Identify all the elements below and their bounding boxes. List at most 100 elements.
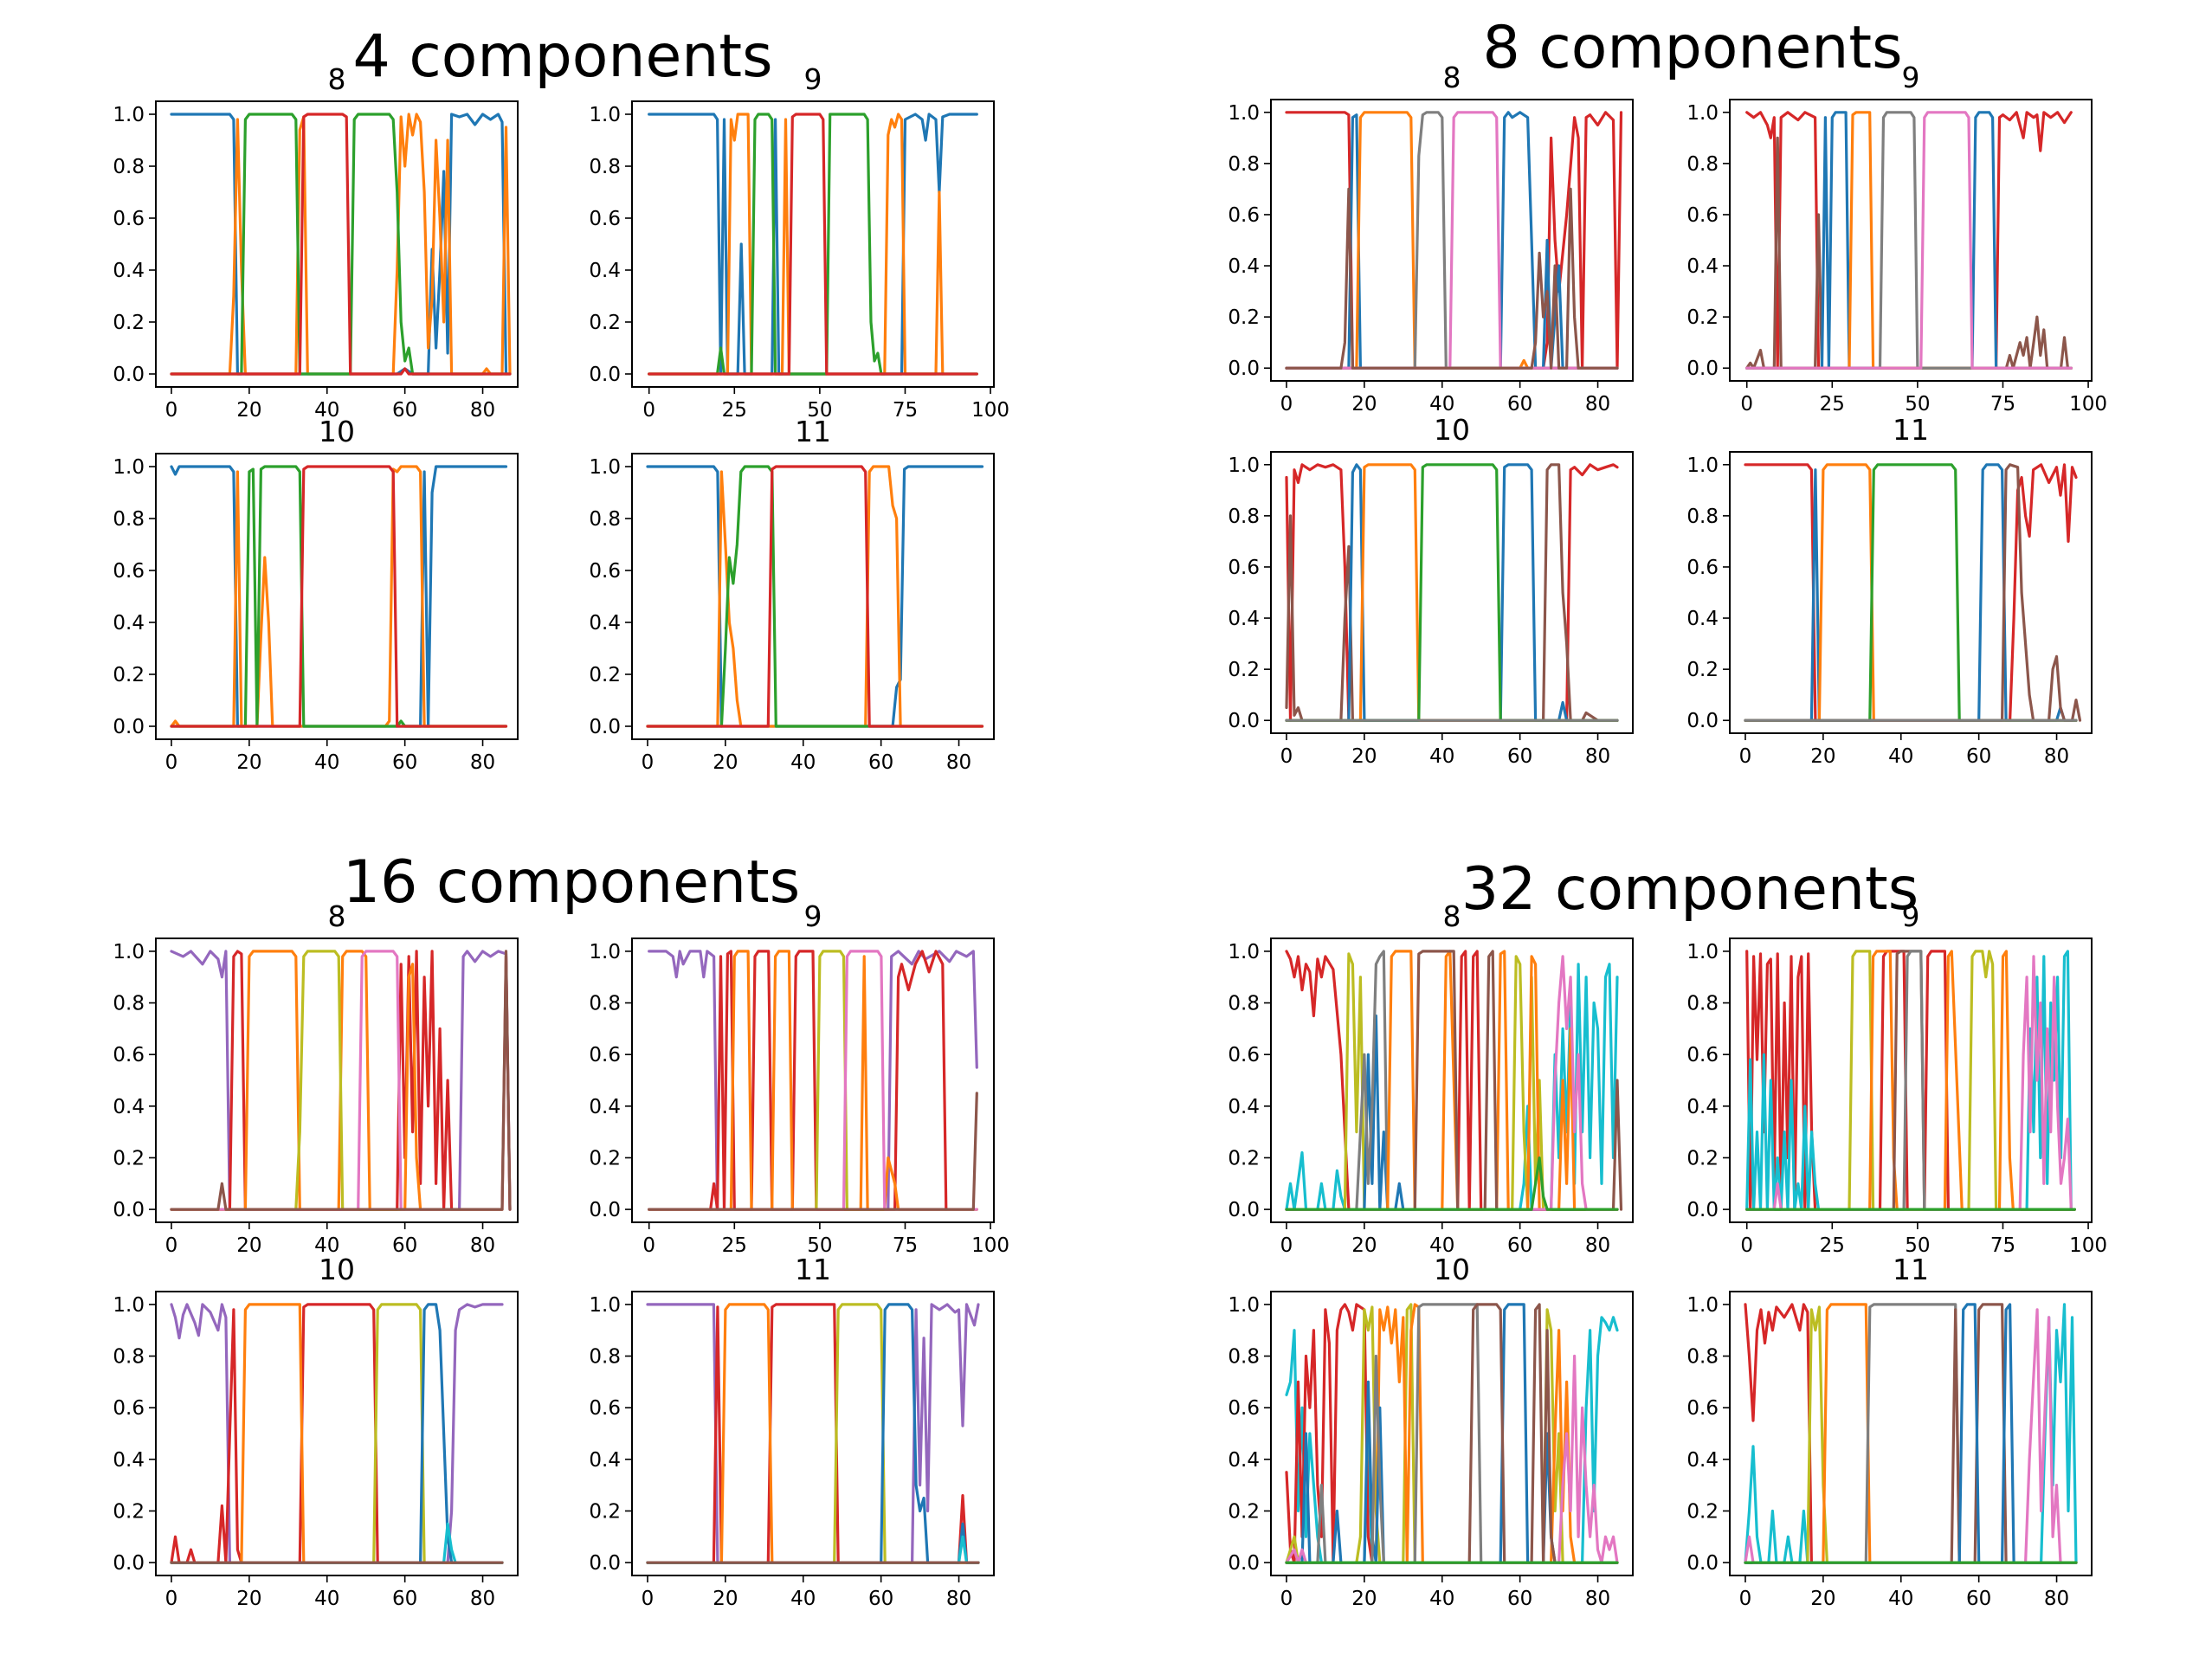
x-tick-label: 80 [946,751,971,774]
x-tick-label: 0 [165,1234,178,1257]
x-tick-label: 0 [642,399,655,422]
subplot-title: 11 [795,1253,831,1286]
x-tick-label: 50 [1905,393,1930,416]
y-tick-label: 0.0 [1686,1552,1719,1575]
x-tick-label: 40 [1429,745,1454,768]
x-tick-label: 25 [1820,1234,1845,1257]
y-tick-label: 0.6 [589,560,621,583]
subplot-9: 9 0 25 50 75 100 0.0 0.2 0.4 0.6 0.8 1.0 [589,899,1009,1257]
series-line-green [170,113,512,376]
x-tick-label: 80 [1585,745,1610,768]
series-line-purple [646,1303,980,1564]
y-tick-label: 0.2 [1686,1147,1719,1170]
axes-frame [1729,1291,2093,1576]
x-tick-label: 60 [1966,745,1991,768]
y-tick-label: 0.2 [113,664,145,686]
y-tick-label: 0.6 [589,1044,621,1066]
y-tick-label: 0.4 [589,1096,621,1118]
x-tick-label: 0 [1280,1588,1293,1610]
y-tick-label: 0.8 [1686,1346,1719,1369]
x-tick-label: 60 [392,751,417,774]
series-line-olive [648,950,978,1211]
subplot-11: 11 0 20 40 60 80 0.0 0.2 0.4 0.6 0.8 1.0 [1686,413,2093,768]
series-line-orange [1285,111,1619,370]
x-tick-label: 20 [1810,1588,1835,1610]
series-line-red [1744,463,2078,722]
subplot-title: 10 [319,1253,355,1286]
y-tick-label: 1.0 [113,941,145,963]
y-tick-label: 1.0 [589,104,621,126]
y-tick-label: 1.0 [113,1294,145,1317]
x-tick-label: 0 [642,1234,655,1257]
series-line-orange [648,113,945,376]
subplot-10: 10 0 20 40 60 80 0.0 0.2 0.4 0.6 0.8 1.0 [1228,413,1634,768]
axes-frame [155,938,519,1223]
x-tick-label: 20 [1351,1234,1377,1257]
x-tick-label: 0 [1739,745,1752,768]
x-tick-label: 60 [868,1588,893,1610]
series-line-orange [1744,463,2078,722]
series-line-green [1744,463,2078,722]
axes-frame [631,1291,995,1576]
x-tick-label: 40 [1888,745,1913,768]
x-tick-label: 60 [1966,1588,1991,1610]
series-line-red [170,465,508,728]
series-line-pink [1285,955,1619,1211]
y-tick-label: 0.8 [1228,1346,1260,1369]
y-tick-label: 1.0 [113,456,145,479]
series-line-brown [1744,463,2082,722]
series-line-orange [170,950,504,1211]
series-group [1285,950,1623,1211]
x-tick-label: 0 [1740,393,1753,416]
axes-frame [1270,451,1634,734]
y-tick-label: 0.0 [1228,1199,1260,1221]
x-tick-label: 25 [722,1234,747,1257]
axes-frame [1729,99,2093,382]
series-line-purple [170,1303,504,1564]
series-line-pink [170,950,504,1211]
series-line-olive [170,950,504,1211]
y-tick-label: 0.0 [1228,358,1260,380]
subplot-11: 11 0 20 40 60 80 0.0 0.2 0.4 0.6 0.8 1.0 [1686,1253,2093,1610]
x-tick-label: 60 [392,1588,417,1610]
y-tick-label: 0.2 [1686,659,1719,681]
series-line-pink [1285,1354,1619,1564]
series-line-olive [646,1303,980,1564]
axes-frame [1270,1291,1634,1576]
series-line-orange [1285,950,1619,1211]
y-tick-label: 0.2 [1228,659,1260,681]
axes-frame [1729,938,2093,1223]
y-tick-label: 0.4 [1686,255,1719,278]
y-tick-label: 1.0 [113,104,145,126]
y-tick-label: 0.6 [1228,204,1260,227]
series-line-olive [170,1303,504,1564]
x-tick-label: 40 [1429,1234,1454,1257]
y-tick-label: 0.0 [589,1552,621,1575]
x-tick-label: 40 [1429,1588,1454,1610]
x-tick-label: 80 [470,1234,495,1257]
series-group [170,465,508,728]
series-group [648,113,978,376]
series-line-red [170,1303,504,1564]
y-tick-label: 0.8 [589,156,621,178]
y-tick-label: 0.2 [589,312,621,334]
x-tick-label: 100 [971,399,1009,422]
y-tick-label: 1.0 [589,456,621,479]
y-tick-label: 1.0 [1228,102,1260,125]
subplot-title: 8 [328,62,346,96]
x-tick-label: 0 [1740,1234,1753,1257]
x-tick-label: 0 [1280,745,1293,768]
x-tick-label: 0 [1280,1234,1293,1257]
y-tick-label: 0.4 [1686,608,1719,630]
series-line-red [1744,1303,2078,1564]
x-tick-label: 50 [1905,1234,1930,1257]
y-tick-label: 0.6 [1686,557,1719,579]
x-tick-label: 60 [392,399,417,422]
y-tick-label: 0.8 [589,1346,621,1369]
subplot-title: 11 [1893,413,1929,447]
y-tick-label: 0.2 [1228,1147,1260,1170]
axes-frame [1270,99,1634,382]
series-group [1745,950,2076,1211]
x-tick-label: 40 [314,751,339,774]
